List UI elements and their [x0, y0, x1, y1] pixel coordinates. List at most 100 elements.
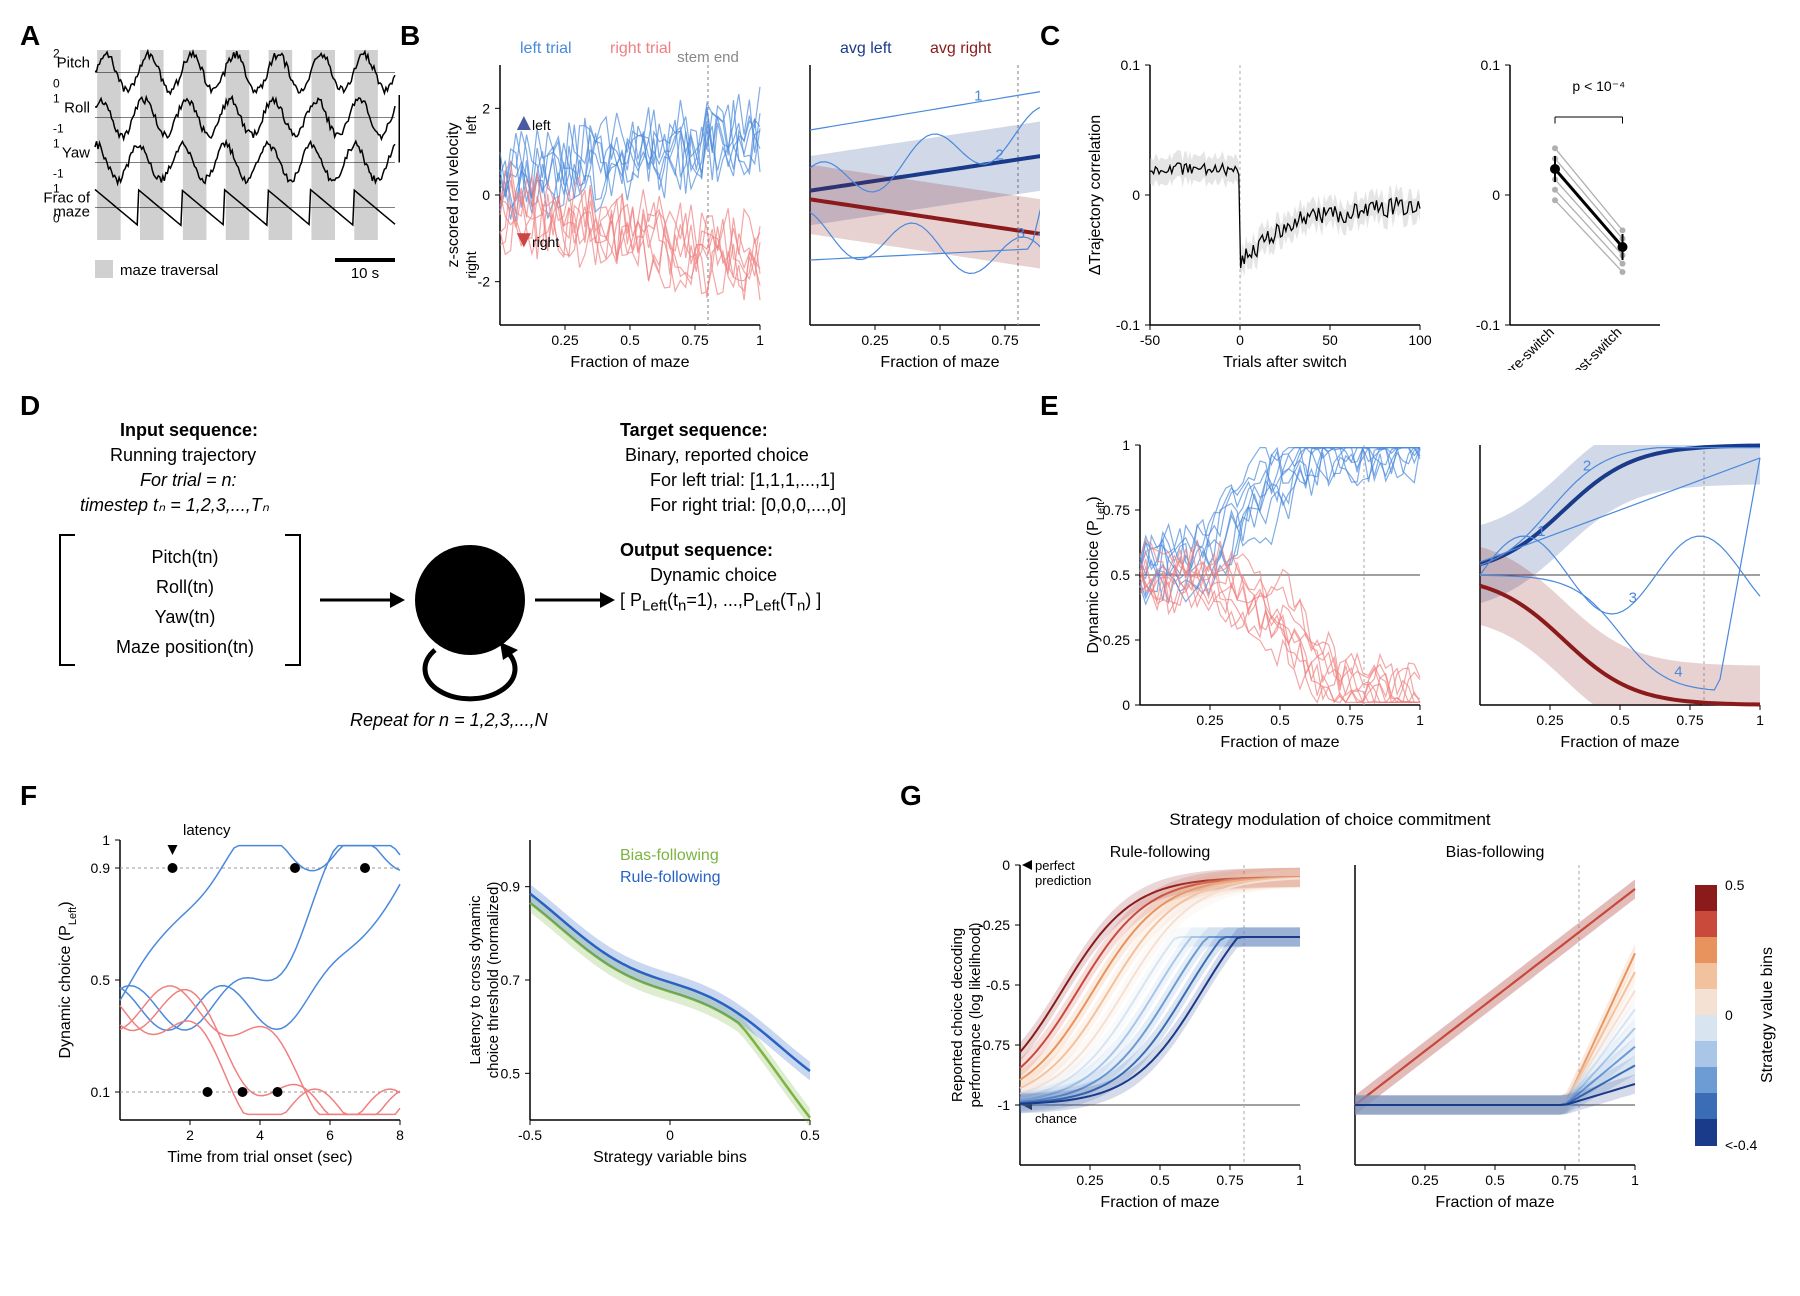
svg-text:right: right — [463, 251, 479, 278]
crossing-marker — [203, 1087, 213, 1097]
svg-text:0.5: 0.5 — [1111, 567, 1131, 583]
svg-text:0.25: 0.25 — [1076, 1172, 1103, 1188]
figure-root: A B C D E F G Pitch20Roll1-1Yaw1-1Frac o… — [20, 20, 1780, 1276]
svg-text:-0.1: -0.1 — [1116, 317, 1140, 333]
panel-B-label: B — [400, 20, 420, 52]
svg-text:0.5: 0.5 — [501, 1065, 521, 1081]
stem-label: stem end — [677, 49, 739, 66]
svg-text:Fraction of maze: Fraction of maze — [1220, 734, 1339, 751]
triangle-left-icon — [1022, 860, 1032, 870]
panel-D-label: D — [20, 390, 40, 422]
svg-text:2: 2 — [53, 47, 60, 61]
svg-text:1: 1 — [1296, 1172, 1304, 1188]
crossing-marker — [168, 863, 178, 873]
svg-text:0: 0 — [1002, 857, 1010, 873]
example-number: 4 — [1674, 664, 1682, 681]
svg-text:0: 0 — [53, 212, 60, 226]
legend-left-trial: left trial — [520, 40, 572, 57]
svg-text:0.25: 0.25 — [1103, 632, 1130, 648]
svg-text:prediction: prediction — [1035, 873, 1091, 888]
dc-example — [120, 884, 400, 1030]
panel-C: -50050100-0.100.1Trials after switchΔTra… — [1080, 30, 1780, 370]
G-title: Strategy modulation of choice commitment — [1169, 810, 1491, 829]
input-var: Maze position(tn) — [116, 637, 254, 657]
svg-text:0.9: 0.9 — [91, 860, 111, 876]
svg-text:0: 0 — [1236, 332, 1244, 348]
ylabel: z-scored roll velocity — [445, 123, 462, 268]
legend-rule: Rule-following — [620, 869, 721, 886]
svg-text:50: 50 — [1322, 332, 1338, 348]
svg-text:Strategy variable bins: Strategy variable bins — [593, 1149, 747, 1166]
colorbar-segment — [1695, 963, 1717, 990]
svg-text:8: 8 — [396, 1127, 404, 1143]
svg-text:0.75: 0.75 — [1216, 1172, 1243, 1188]
dc-example — [120, 1006, 400, 1115]
svg-text:1: 1 — [756, 332, 764, 348]
svg-text:-1: -1 — [53, 122, 64, 136]
colorbar-segment — [1695, 1067, 1717, 1094]
svg-text:Fraction of maze: Fraction of maze — [1100, 1194, 1219, 1211]
svg-text:1: 1 — [53, 182, 60, 196]
ylabel-G: performance (log likelihood) — [967, 922, 984, 1107]
D-input-sub1: Running trajectory — [110, 445, 256, 466]
svg-text:0.75: 0.75 — [1676, 712, 1703, 728]
crossing-marker — [360, 863, 370, 873]
panel-A: Pitch20Roll1-1Yaw1-1Frac ofmaze102 s.d.1… — [40, 40, 400, 380]
svg-text:1: 1 — [53, 137, 60, 151]
svg-text:0.5: 0.5 — [1610, 712, 1630, 728]
svg-text:0: 0 — [53, 77, 60, 91]
svg-text:0.5: 0.5 — [1270, 712, 1290, 728]
arrow-icon — [600, 592, 615, 608]
ylabel-F-left: Dynamic choice (PLeft) — [57, 901, 79, 1058]
example-number: 3 — [1017, 225, 1025, 242]
svg-text:-0.5: -0.5 — [518, 1127, 542, 1143]
input-var: Roll(tn) — [156, 577, 214, 597]
D-repeat: Repeat for n = 1,2,3,...,N — [350, 710, 548, 731]
D-target-sub3: For right trial: [0,0,0,...,0] — [650, 495, 846, 516]
maze-band — [269, 50, 293, 240]
input-var: Yaw(tn) — [155, 607, 216, 627]
svg-text:0.75: 0.75 — [991, 332, 1018, 348]
svg-text:0.25: 0.25 — [861, 332, 888, 348]
colorbar-segment — [1695, 885, 1717, 912]
legend-right-trial: right trial — [610, 40, 671, 57]
panel-E-label: E — [1040, 390, 1059, 422]
latency-label: latency — [183, 822, 231, 839]
colorbar-segment — [1695, 1015, 1717, 1042]
D-output-title: Output sequence: — [620, 540, 773, 561]
D-input-title: Input sequence: — [120, 420, 258, 441]
panel-G-label: G — [900, 780, 922, 812]
svg-text:1: 1 — [1631, 1172, 1639, 1188]
svg-text:Trials after switch: Trials after switch — [1223, 354, 1347, 370]
colorbar-segment — [1695, 1041, 1717, 1068]
svg-text:Time from trial onset (sec): Time from trial onset (sec) — [167, 1149, 352, 1166]
ylabel-F-right: choice threshold (normalized) — [485, 882, 502, 1079]
G-subtitle: Rule-following — [1110, 844, 1211, 861]
svg-text:Fraction of maze: Fraction of maze — [1560, 734, 1679, 751]
xlabel: Fraction of maze — [570, 354, 689, 370]
xlabel: Fraction of maze — [880, 354, 999, 370]
legend-avg-right: avg right — [930, 40, 992, 57]
D-input-sub3: timestep tₙ = 1,2,3,...,Tₙ — [80, 495, 269, 516]
colorbar-segment — [1695, 1119, 1717, 1146]
example-number: 4 — [1038, 225, 1040, 242]
crossing-marker — [238, 1087, 248, 1097]
legend-avg-left: avg left — [840, 40, 892, 57]
trial-trace — [500, 87, 760, 214]
arrow-icon — [390, 592, 405, 608]
svg-text:0: 0 — [1122, 697, 1130, 713]
ylabel-E: Dynamic choice (PLeft) — [1085, 496, 1107, 653]
svg-text:0.5: 0.5 — [1150, 1172, 1170, 1188]
ylabel-G: Reported choice decoding — [949, 928, 966, 1102]
svg-text:pre-switch: pre-switch — [1501, 324, 1557, 370]
example-number: 1 — [974, 87, 982, 104]
svg-text:-0.5: -0.5 — [986, 977, 1010, 993]
D-target-sub2: For left trial: [1,1,1,...,1] — [650, 470, 835, 491]
svg-text:<-0.4: <-0.4 — [1725, 1137, 1758, 1153]
svg-text:0.7: 0.7 — [501, 972, 521, 988]
svg-text:4: 4 — [256, 1127, 264, 1143]
svg-text:Fraction of maze: Fraction of maze — [1435, 1194, 1554, 1211]
trace-label: Roll — [64, 100, 90, 117]
maze-band — [311, 50, 335, 240]
svg-text:0.5: 0.5 — [800, 1127, 820, 1143]
